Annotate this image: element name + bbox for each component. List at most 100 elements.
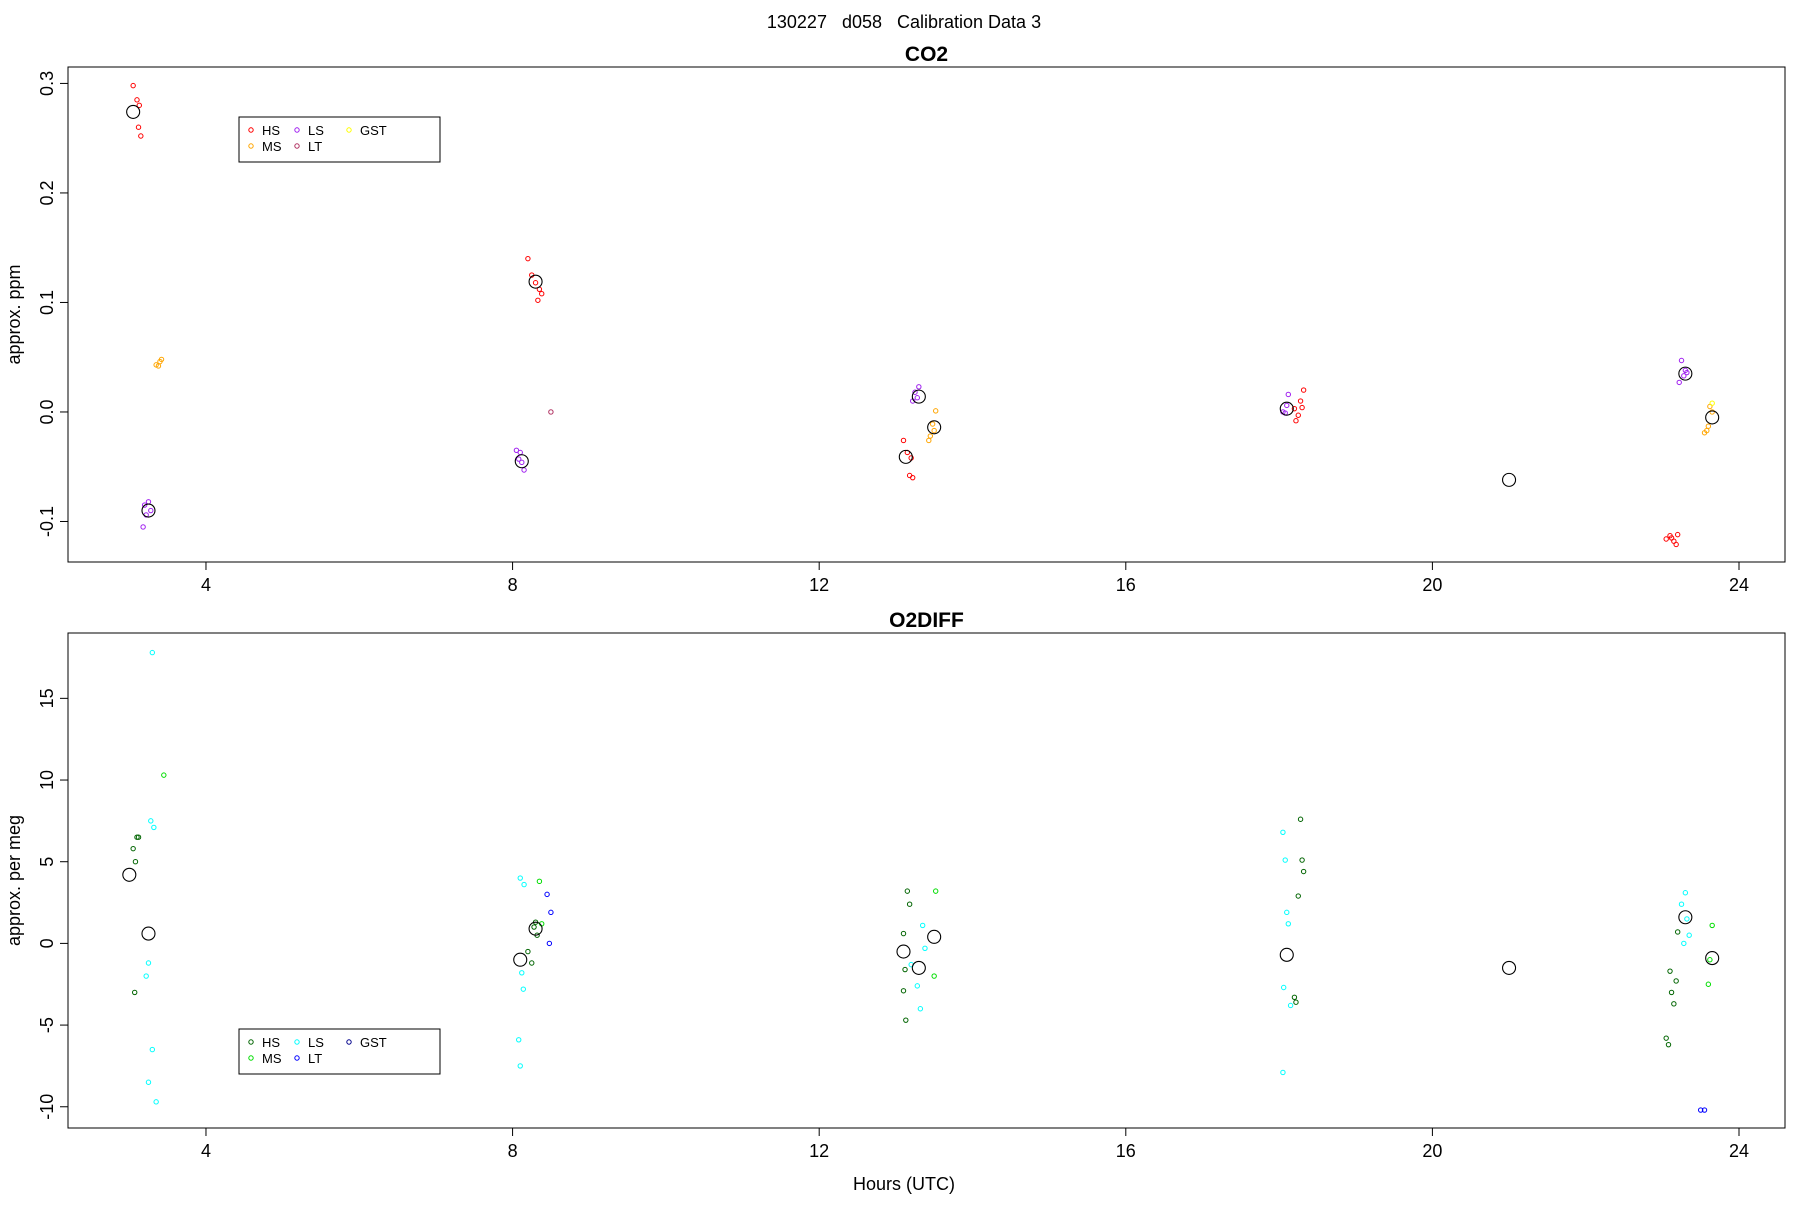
panel-1-point-ms	[931, 427, 937, 434]
panel-1-point-ls	[1678, 357, 1685, 364]
panel-2-point-ms	[1709, 922, 1715, 929]
panel-2-point-ls	[516, 1037, 522, 1043]
panel-2-point-ls	[521, 881, 527, 888]
panel-2-legend-marker-ms	[248, 1055, 254, 1061]
panel-2-point-ls	[519, 970, 525, 976]
panel-1-x-tick-label: 20	[1422, 575, 1442, 595]
panel-1-point-hs	[135, 124, 142, 130]
panel-2-mean-marker	[1678, 910, 1693, 925]
panel-1-mean-marker	[927, 420, 942, 435]
panel-2-point-hs	[904, 888, 911, 894]
panel-2-point-ls	[1284, 909, 1290, 916]
panel-2-point-ls	[148, 818, 154, 824]
panel-2-point-ms	[536, 878, 543, 885]
panel-2-point-hs	[1671, 1001, 1677, 1007]
panel-1-point-hs	[1673, 541, 1679, 548]
panel-1-mean-marker	[911, 389, 926, 404]
panel-2-point-lt	[548, 909, 554, 916]
panel-2-y-axis-label: approx. per meg	[4, 815, 24, 946]
panel-1-point-ls	[1676, 379, 1682, 386]
panel-2-point-ms	[1707, 957, 1713, 963]
panel-2-y-tick-label: 0	[37, 938, 57, 948]
panel-2-point-hs	[900, 988, 907, 994]
panel-1-point-ls	[516, 456, 522, 462]
panel-2-point-ls	[153, 1099, 159, 1105]
panel-2-point-hs	[903, 1017, 909, 1023]
panel-2-point-hs	[1300, 868, 1307, 875]
panel-2-point-ms	[1705, 981, 1712, 987]
panel-1-point-hs	[130, 82, 136, 89]
panel-1-point-hs	[134, 97, 140, 103]
panel-1-point-hs	[539, 290, 545, 297]
panel-1-point-ms	[155, 363, 162, 369]
panel-1-point-ms	[929, 421, 936, 427]
panel-1-legend-box	[238, 116, 441, 163]
panel-1-mean-marker	[126, 104, 141, 119]
panel-1-point-ls	[916, 384, 922, 390]
panel-2-point-lt	[544, 891, 550, 898]
panel-1-point-ls	[521, 467, 527, 473]
panel-2-y-tick-label: 5	[37, 857, 57, 867]
panel-1-title: CO2	[905, 43, 948, 66]
panel-2-mean-marker	[896, 944, 911, 959]
panel-1-legend-label-lt: LT	[308, 139, 322, 154]
panel-1-x-tick-label: 4	[201, 575, 211, 595]
panel-2-point-ls	[517, 875, 523, 881]
panel-1-point-hs	[1293, 418, 1299, 424]
panel-1-point-ls	[519, 459, 525, 466]
panel-2-legend-label-ms: MS	[262, 1051, 282, 1066]
panel-2-mean-marker	[513, 952, 528, 967]
panel-2-point-ls	[145, 960, 152, 966]
x-axis-label: Hours (UTC)	[853, 1174, 955, 1194]
panel-1-x-tick-label: 16	[1116, 575, 1136, 595]
panel-2-mean-marker	[911, 960, 926, 975]
panel-1-point-hs	[1291, 405, 1298, 412]
panel-2-point-hs	[1668, 989, 1675, 996]
panel-1-y-tick-label: 0.1	[37, 290, 57, 315]
panel-1-mean-marker	[528, 274, 543, 289]
panel-1-point-hs	[138, 133, 144, 139]
panel-1-mean-marker	[1705, 410, 1720, 425]
panel-2-legend-box	[238, 1028, 441, 1075]
panel-1-point-hs	[1297, 398, 1304, 404]
panel-1-co2: CO2 approx. ppm 4 8 12 16 20 24 -0.1 0.0 0.1 0.2 0.3…	[4, 43, 1786, 595]
panel-1-x-tick-label: 8	[508, 575, 518, 595]
panel-1-point-hs	[1295, 412, 1301, 418]
panel-2-point-ls	[1678, 901, 1685, 907]
panel-2-point-ls	[151, 824, 157, 831]
panel-1-point-hs	[535, 297, 541, 303]
panel-2-point-ls	[914, 983, 921, 989]
panel-2-point-lt	[1697, 1107, 1704, 1113]
panel-1-legend-label-ls: LS	[308, 123, 324, 138]
panel-1-legend-marker-gst	[346, 127, 352, 133]
panel-1-point-hs	[1300, 387, 1307, 393]
panel-1-point-hs	[1299, 404, 1305, 411]
panel-2-mean-marker	[1705, 951, 1720, 966]
panel-1-legend-label-ms: MS	[262, 139, 282, 154]
panel-1-point-hs	[1668, 535, 1675, 541]
panel-2-mean-marker	[141, 926, 156, 941]
panel-1-x-tick-label: 12	[809, 575, 829, 595]
panel-2-point-ls	[517, 1063, 523, 1069]
panel-2-mean-marker	[122, 867, 137, 882]
panel-1-x-tick-label: 24	[1729, 575, 1749, 595]
panel-1-point-ms	[926, 437, 932, 444]
panel-1-legend-marker-lt	[294, 143, 300, 149]
panel-2-point-hs	[900, 930, 907, 937]
figure-title: 130227 d058 Calibration Data 3	[767, 12, 1041, 32]
panel-2-point-hs	[1667, 968, 1673, 974]
panel-2-point-hs	[1293, 999, 1299, 1005]
panel-1-mean-marker	[1678, 366, 1693, 381]
panel-2-point-ls	[1287, 1002, 1294, 1009]
panel-2-legend-marker-gst	[346, 1039, 352, 1045]
panel-2-mean-marker	[1502, 960, 1517, 975]
panel-2-point-ls	[1681, 940, 1687, 947]
panel-2-title: O2DIFF	[889, 609, 964, 632]
panel-2-point-ms	[161, 772, 167, 778]
panel-1-mean-marker	[1279, 401, 1294, 416]
panel-2-mean-marker	[528, 921, 543, 936]
panel-2-point-lt	[1701, 1107, 1708, 1113]
panel-2-x-tick-label: 20	[1422, 1141, 1442, 1161]
panel-1-point-hs	[900, 437, 907, 444]
